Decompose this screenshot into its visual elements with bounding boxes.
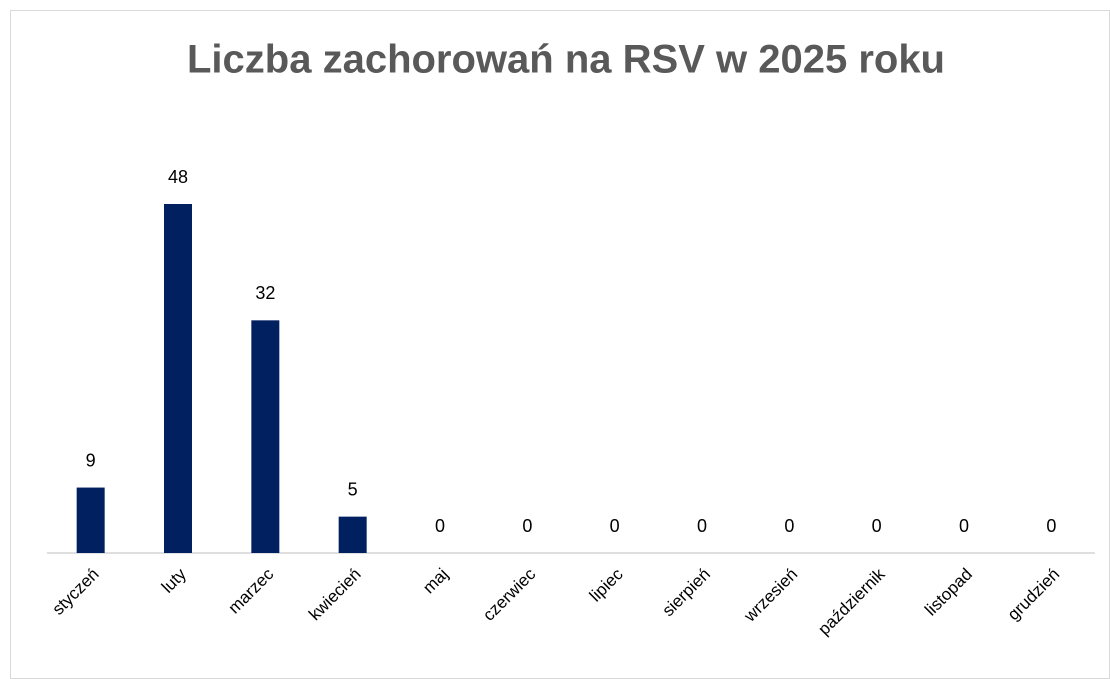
data-label: 9 xyxy=(86,450,96,470)
bar xyxy=(338,516,367,553)
data-label: 0 xyxy=(610,516,620,536)
data-label: 48 xyxy=(168,167,188,187)
data-label: 0 xyxy=(872,516,882,536)
data-label: 0 xyxy=(697,516,707,536)
data-label: 0 xyxy=(522,516,532,536)
bar xyxy=(164,204,192,553)
data-label: 0 xyxy=(435,516,445,536)
data-label: 0 xyxy=(1046,516,1056,536)
data-label: 0 xyxy=(959,516,969,536)
chart-title: Liczba zachorowań na RSV w 2025 roku xyxy=(187,38,945,82)
bar xyxy=(251,320,280,553)
data-label: 5 xyxy=(348,479,358,499)
data-label: 32 xyxy=(255,283,275,303)
data-label: 0 xyxy=(784,516,794,536)
bar xyxy=(76,487,105,553)
chart-border xyxy=(10,10,1110,679)
